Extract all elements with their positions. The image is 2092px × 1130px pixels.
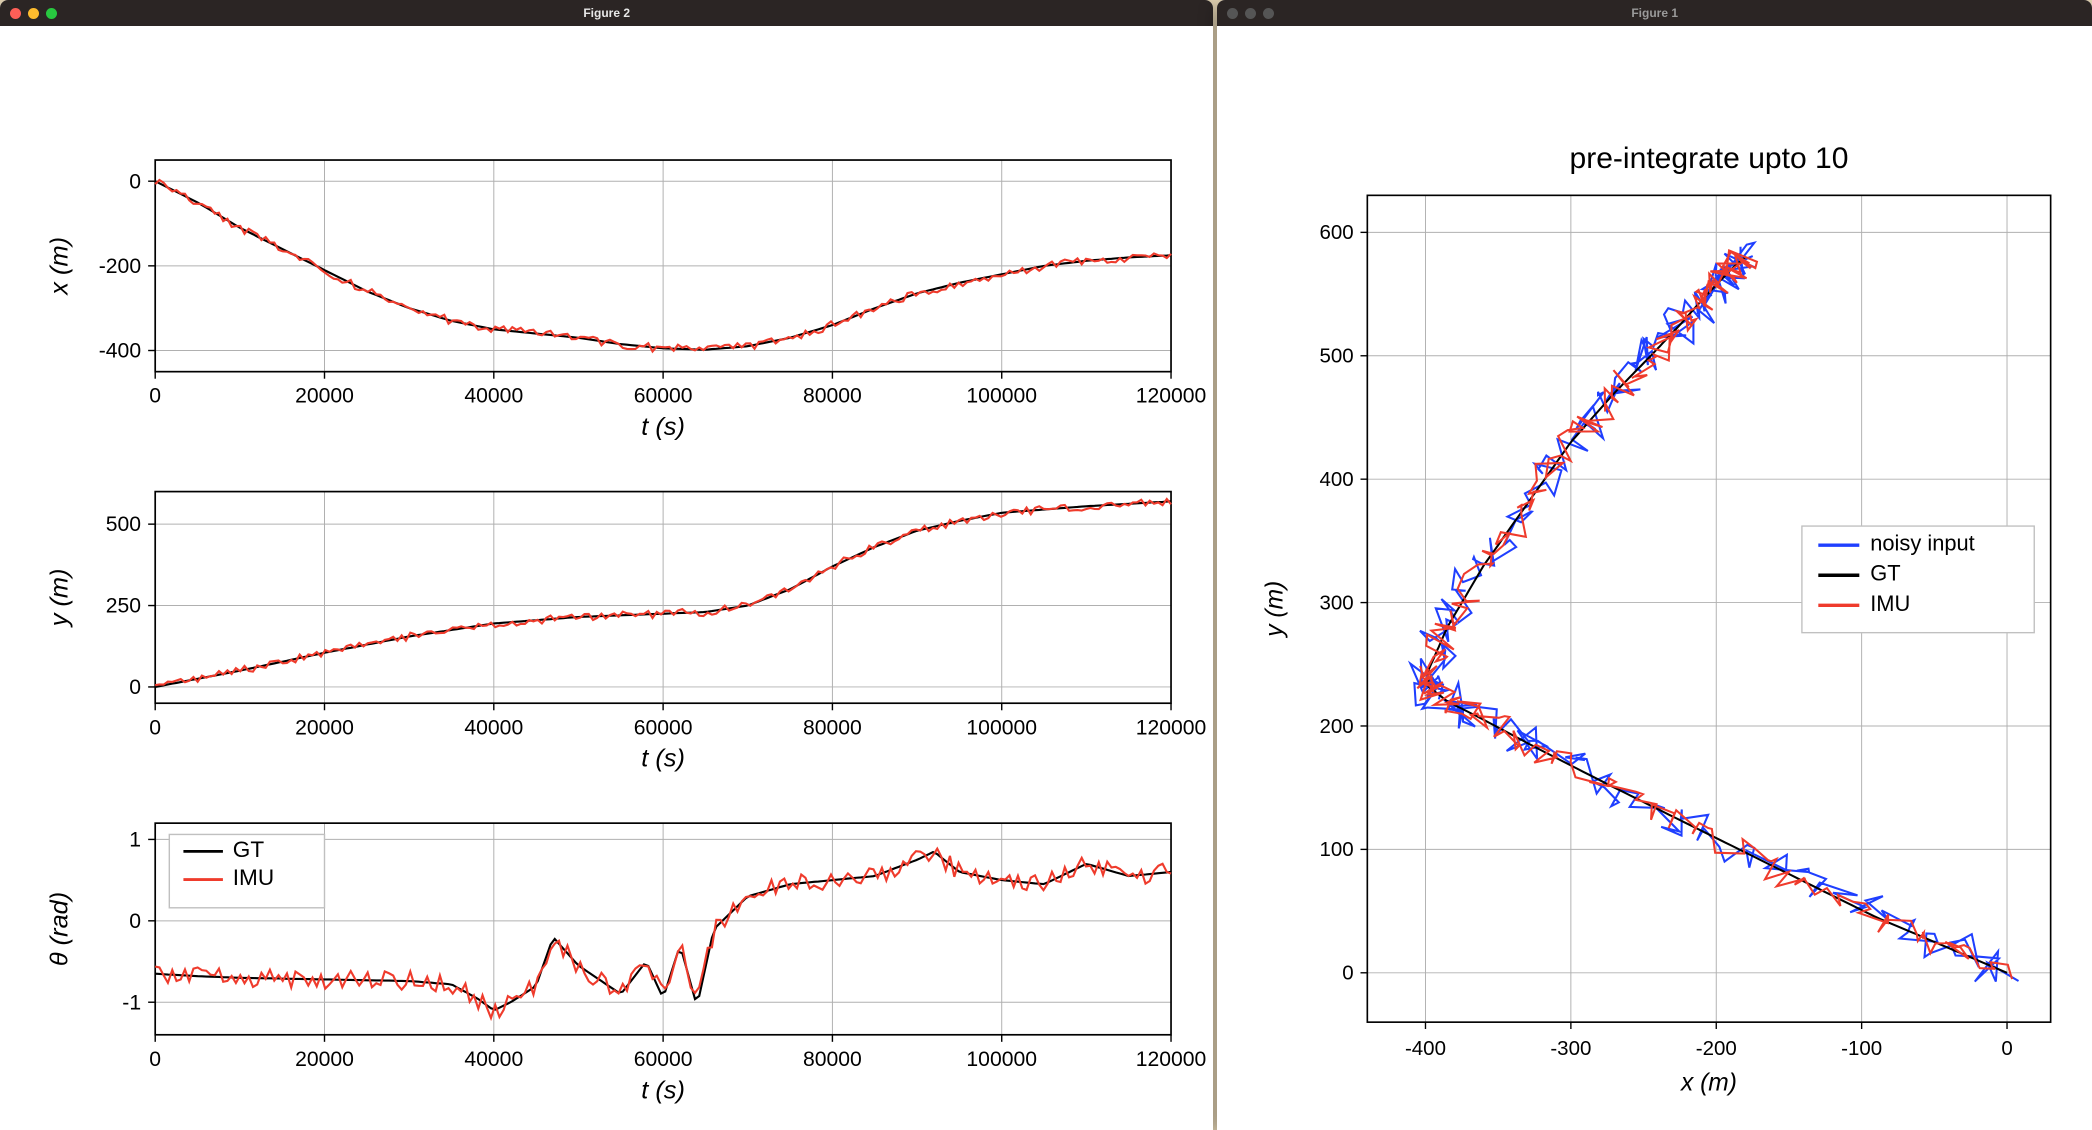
svg-text:20000: 20000 [295,385,354,408]
figure-1-svg: -400 -300 -200 -100 0 0 100 200 300 400 500 600 pre-… [1217,26,2092,1130]
svg-text:400: 400 [1320,468,1354,491]
svg-text:0: 0 [129,910,141,933]
svg-text:y (m): y (m) [46,569,74,629]
svg-text:100000: 100000 [966,1048,1037,1071]
svg-text:60000: 60000 [634,716,693,739]
svg-text:t (s): t (s) [641,413,685,441]
svg-text:x (m): x (m) [46,237,74,297]
svg-text:600: 600 [1320,221,1354,244]
svg-text:-300: -300 [1551,1037,1592,1060]
svg-text:θ (rad): θ (rad) [46,892,74,966]
minimize-icon[interactable] [1245,8,1256,19]
svg-text:-200: -200 [1696,1037,1737,1060]
svg-text:-200: -200 [99,255,141,278]
svg-text:GT: GT [233,837,265,862]
traffic-lights [1217,8,1297,19]
svg-text:80000: 80000 [803,1048,862,1071]
window-figure-2: Figure 2 0200004000060000800001000001200… [0,0,1213,1130]
svg-text:60000: 60000 [634,385,693,408]
svg-text:0: 0 [149,716,161,739]
traffic-lights [0,8,80,19]
window-figure-1: Figure 1 -400 -300 -200 -100 0 0 100 200 300 400 5… [1217,0,2092,1130]
svg-text:100000: 100000 [966,385,1037,408]
svg-text:y (m): y (m) [1262,581,1289,639]
titlebar-figure-1[interactable]: Figure 1 [1217,0,2092,26]
svg-text:40000: 40000 [464,716,523,739]
legend-label: noisy input [1871,531,1976,556]
svg-text:20000: 20000 [295,716,354,739]
svg-text:IMU: IMU [233,865,274,890]
svg-text:20000: 20000 [295,1048,354,1071]
svg-text:0: 0 [1343,962,1354,985]
svg-text:100: 100 [1320,838,1354,861]
svg-text:300: 300 [1320,591,1354,614]
svg-text:0: 0 [129,676,141,699]
svg-text:1: 1 [129,828,141,851]
zoom-icon[interactable] [46,8,57,19]
close-icon[interactable] [1227,8,1238,19]
svg-text:500: 500 [106,513,141,536]
window-title: Figure 2 [80,6,1133,20]
svg-text:250: 250 [106,595,141,618]
svg-text:120000: 120000 [1136,385,1207,408]
window-title: Figure 1 [1297,6,2012,20]
svg-text:40000: 40000 [464,1048,523,1071]
svg-text:200: 200 [1320,715,1354,738]
svg-text:100000: 100000 [966,716,1037,739]
svg-text:0: 0 [2002,1037,2013,1060]
svg-text:0: 0 [149,385,161,408]
close-icon[interactable] [10,8,21,19]
svg-text:0: 0 [149,1048,161,1071]
svg-text:-400: -400 [99,340,141,363]
svg-text:60000: 60000 [634,1048,693,1071]
svg-text:120000: 120000 [1136,1048,1207,1071]
svg-text:t (s): t (s) [641,745,685,773]
svg-text:80000: 80000 [803,385,862,408]
svg-text:t (s): t (s) [641,1076,685,1104]
svg-text:-100: -100 [1841,1037,1882,1060]
svg-text:80000: 80000 [803,716,862,739]
figure-1-canvas: -400 -300 -200 -100 0 0 100 200 300 400 500 600 pre-… [1217,26,2092,1130]
figure-2-svg: 020000400006000080000100000120000-400-20… [0,26,1213,1130]
svg-text:120000: 120000 [1136,716,1207,739]
titlebar-figure-2[interactable]: Figure 2 [0,0,1213,26]
svg-text:-400: -400 [1405,1037,1446,1060]
svg-text:x (m): x (m) [1680,1069,1737,1096]
svg-text:40000: 40000 [464,385,523,408]
figure-title: pre-integrate upto 10 [1570,142,1849,175]
legend-label: IMU [1871,591,1911,616]
zoom-icon[interactable] [1263,8,1274,19]
svg-text:-1: -1 [122,991,141,1014]
svg-text:0: 0 [129,170,141,193]
minimize-icon[interactable] [28,8,39,19]
figure-2-canvas: 020000400006000080000100000120000-400-20… [0,26,1213,1130]
legend-label: GT [1871,561,1901,586]
svg-text:500: 500 [1320,345,1354,368]
